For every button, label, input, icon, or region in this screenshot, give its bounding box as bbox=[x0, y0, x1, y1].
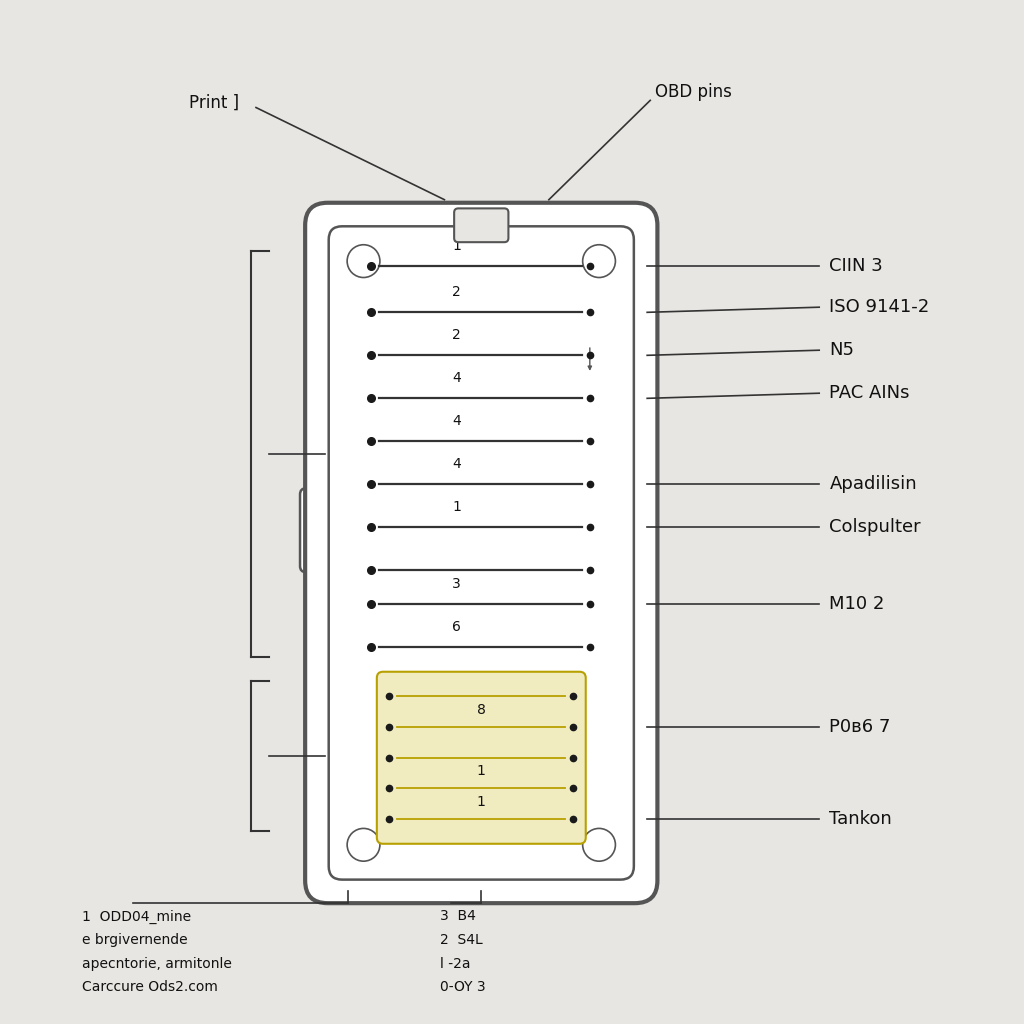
Text: 2: 2 bbox=[453, 285, 461, 299]
Text: 6: 6 bbox=[453, 620, 461, 634]
FancyBboxPatch shape bbox=[454, 208, 508, 242]
Text: 4: 4 bbox=[453, 457, 461, 471]
FancyBboxPatch shape bbox=[305, 203, 657, 903]
Text: 1  ODD04_mine: 1 ODD04_mine bbox=[82, 909, 191, 924]
Text: Apadilisin: Apadilisin bbox=[829, 475, 918, 494]
Text: 1: 1 bbox=[477, 764, 485, 778]
Text: M10 2: M10 2 bbox=[829, 595, 885, 613]
Text: PAC AINs: PAC AINs bbox=[829, 384, 910, 402]
Text: 1: 1 bbox=[453, 239, 461, 253]
Text: P0в6 7: P0в6 7 bbox=[829, 718, 891, 736]
Text: Carccure Ods2.com: Carccure Ods2.com bbox=[82, 980, 218, 994]
Text: apecntorie, armitonle: apecntorie, armitonle bbox=[82, 956, 231, 971]
Text: е brgivernende: е brgivernende bbox=[82, 933, 187, 947]
Text: ISO 9141-2: ISO 9141-2 bbox=[829, 298, 930, 316]
Text: 8: 8 bbox=[477, 702, 485, 717]
Text: l -2a: l -2a bbox=[440, 956, 471, 971]
Text: 3: 3 bbox=[453, 577, 461, 591]
Text: Print ]: Print ] bbox=[189, 93, 240, 112]
Text: 4: 4 bbox=[453, 414, 461, 428]
Text: CIIN 3: CIIN 3 bbox=[829, 257, 883, 275]
Text: OBD pins: OBD pins bbox=[655, 83, 732, 101]
Text: 1: 1 bbox=[477, 795, 485, 809]
Text: 2: 2 bbox=[453, 328, 461, 342]
Circle shape bbox=[347, 828, 380, 861]
Circle shape bbox=[583, 828, 615, 861]
Text: 3  B4: 3 B4 bbox=[440, 909, 476, 924]
Text: 2  S4L: 2 S4L bbox=[440, 933, 483, 947]
FancyBboxPatch shape bbox=[329, 226, 634, 880]
Text: 1: 1 bbox=[453, 500, 461, 514]
FancyBboxPatch shape bbox=[377, 672, 586, 844]
Circle shape bbox=[347, 245, 380, 278]
FancyBboxPatch shape bbox=[300, 488, 338, 572]
Text: Tankon: Tankon bbox=[829, 810, 892, 828]
Text: Colspulter: Colspulter bbox=[829, 518, 921, 537]
Circle shape bbox=[583, 245, 615, 278]
Text: N5: N5 bbox=[829, 341, 854, 359]
Text: 4: 4 bbox=[453, 371, 461, 385]
Text: 0-OY 3: 0-OY 3 bbox=[440, 980, 486, 994]
